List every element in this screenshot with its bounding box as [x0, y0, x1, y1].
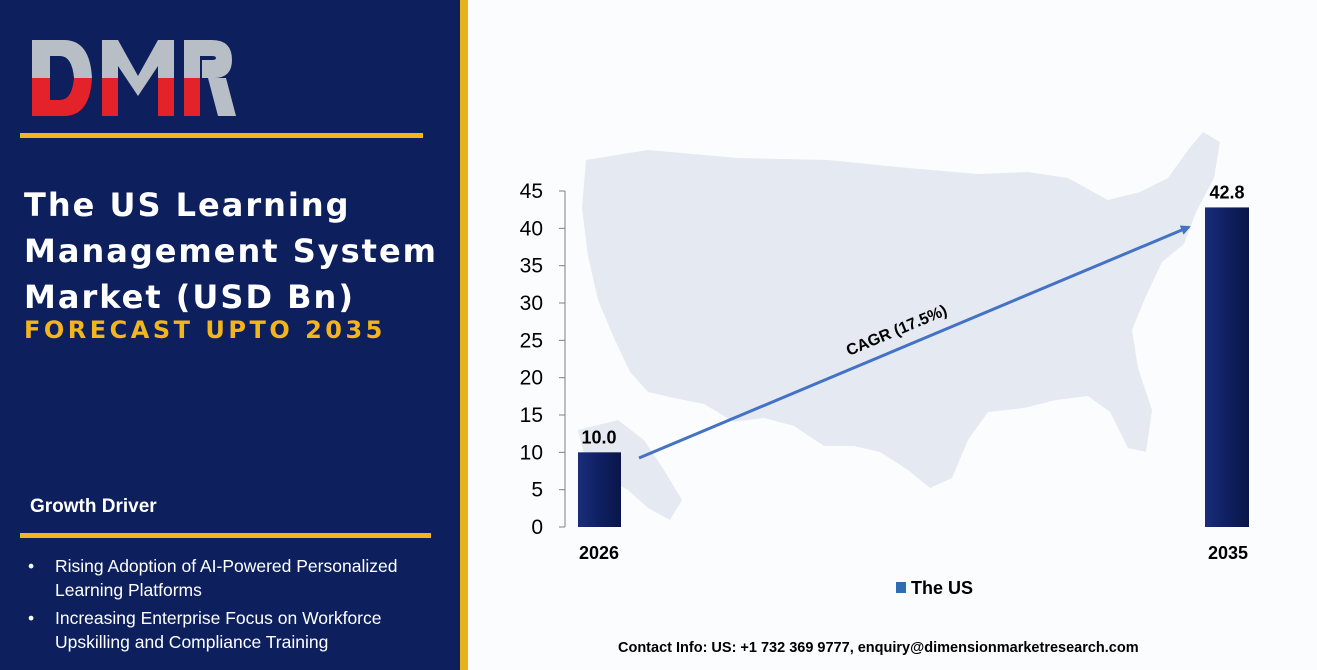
page-subtitle: FORECAST UPTO 2035	[24, 316, 386, 344]
growth-driver-item: Increasing Enterprise Focus on Workforce…	[26, 606, 446, 654]
y-tick-label: 45	[520, 180, 543, 203]
growth-driver-list: Rising Adoption of AI-Powered Personaliz…	[26, 554, 446, 658]
contact-info: Contact Info: US: +1 732 369 9777, enqui…	[618, 640, 1139, 656]
growth-driver-divider	[20, 533, 431, 538]
y-tick-label: 40	[520, 217, 543, 240]
y-tick-label: 10	[520, 441, 543, 464]
data-label-2026: 10.0	[581, 427, 616, 447]
dmr-logo	[32, 40, 236, 116]
y-tick-label: 30	[520, 292, 543, 315]
accent-stripe	[460, 0, 468, 670]
bar-2035	[1205, 207, 1249, 527]
y-tick-label: 0	[531, 516, 543, 539]
growth-driver-item: Rising Adoption of AI-Powered Personaliz…	[26, 554, 446, 602]
y-tick-label: 5	[531, 479, 543, 502]
y-tick-label: 15	[520, 404, 543, 427]
data-label-2035: 42.8	[1209, 182, 1244, 202]
legend-label: The US	[911, 578, 973, 598]
growth-driver-heading: Growth Driver	[30, 496, 157, 517]
alaska-shape-icon	[578, 420, 682, 520]
us-map-icon	[582, 132, 1220, 488]
cagr-arrow	[638, 225, 1191, 460]
bar-2026	[578, 452, 621, 527]
y-tick-label: 25	[520, 329, 543, 352]
category-label-2035: 2035	[1208, 543, 1248, 563]
y-tick-label: 20	[520, 367, 543, 390]
y-tick-label: 35	[520, 255, 543, 278]
legend-swatch	[896, 582, 906, 593]
category-label-2026: 2026	[579, 543, 619, 563]
page-title: The US Learning Management System Market…	[24, 186, 438, 316]
logo-divider	[20, 133, 423, 138]
